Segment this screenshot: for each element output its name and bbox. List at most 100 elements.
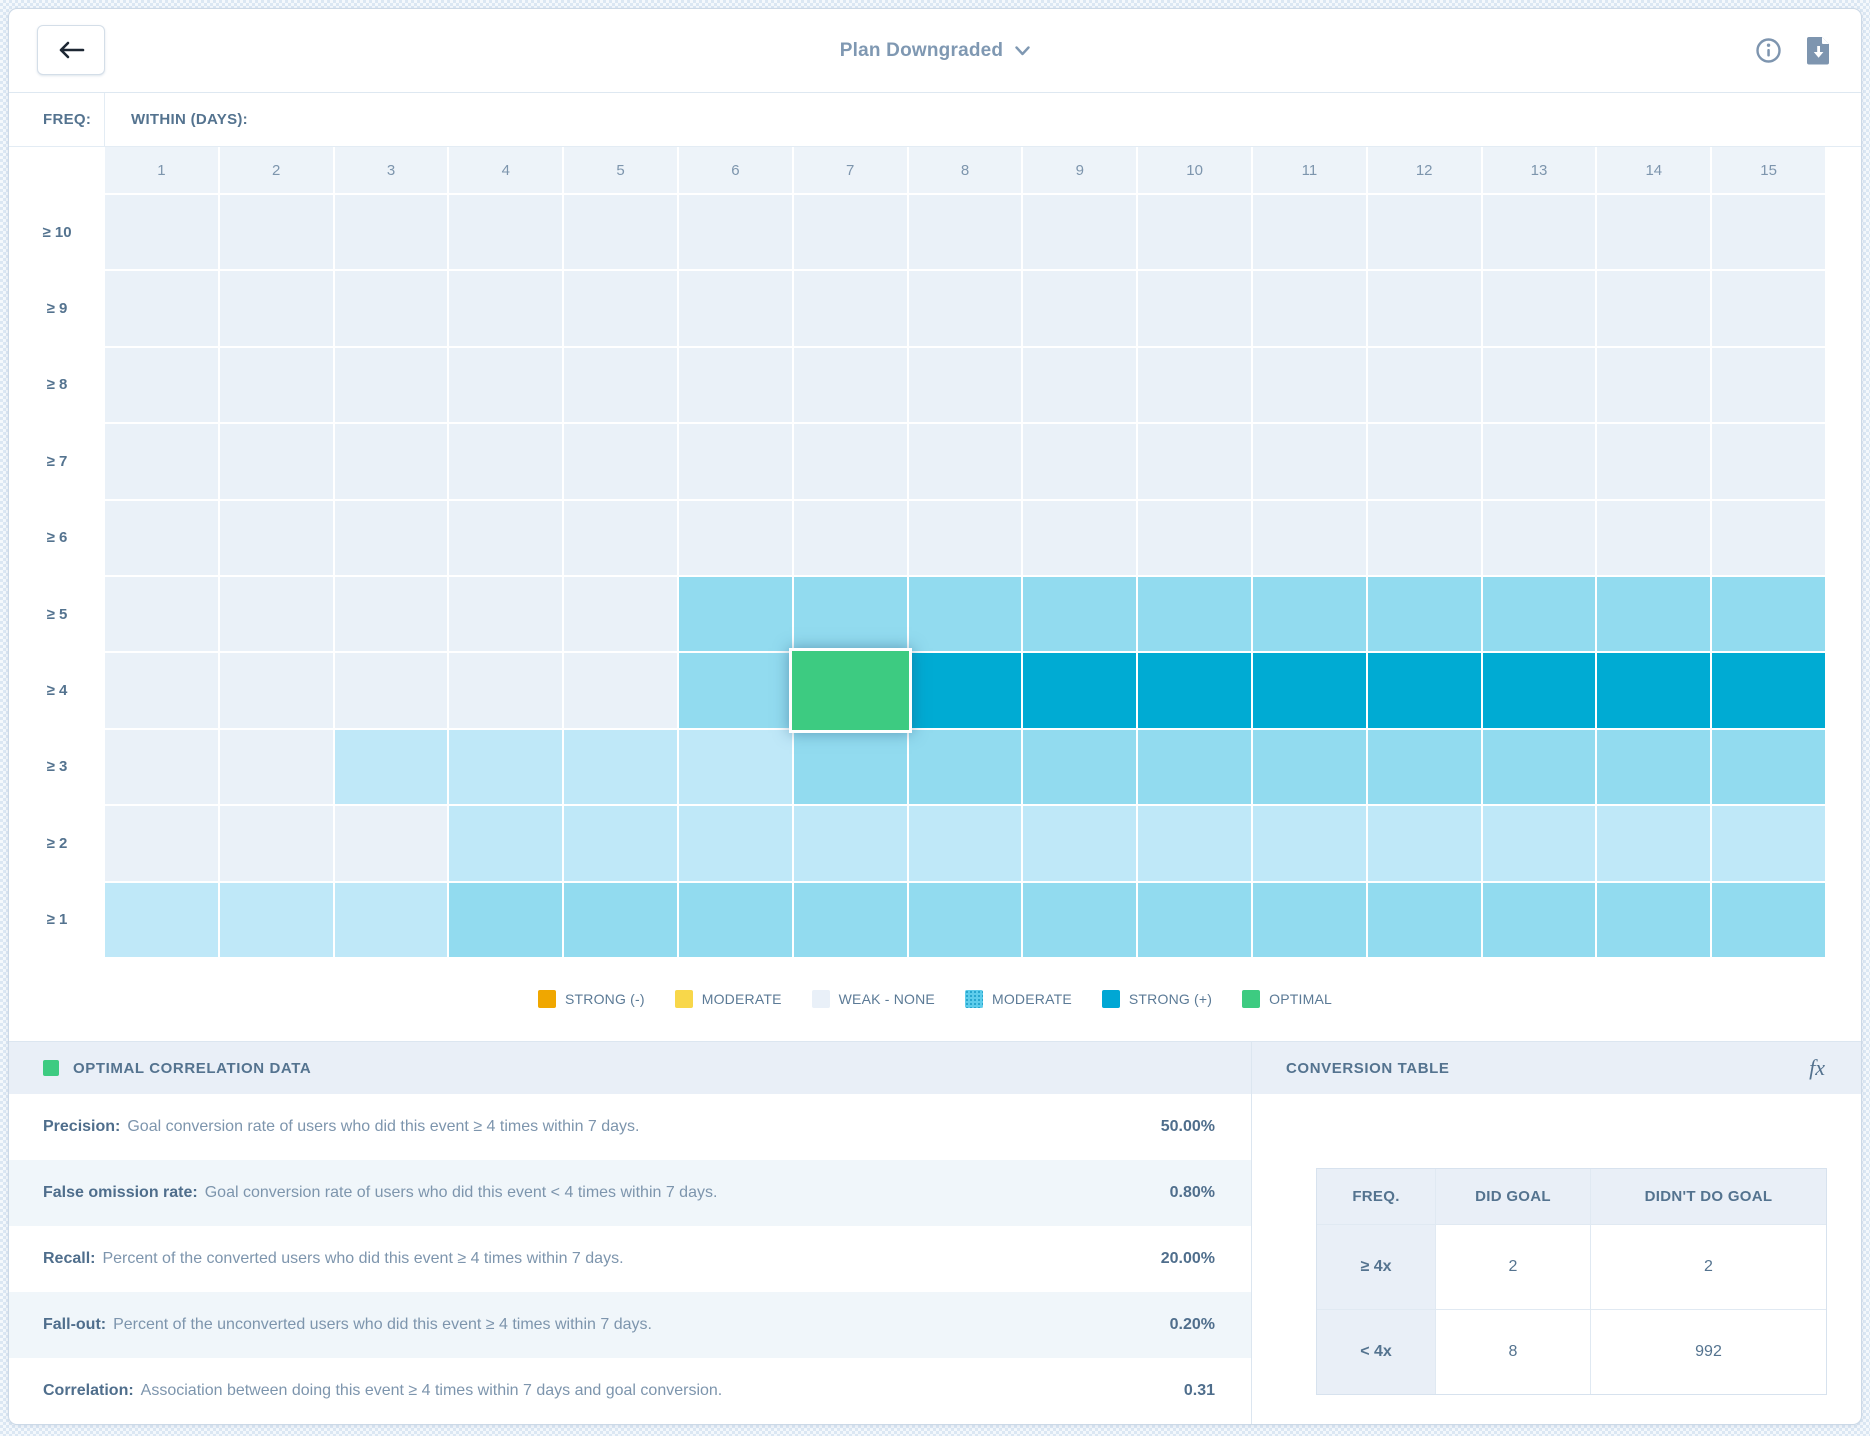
heatmap-cell-freq8-day1[interactable]: [105, 347, 218, 423]
heatmap-cell-freq1-day2[interactable]: [219, 882, 333, 957]
heatmap-cell-freq7-day10[interactable]: [1138, 424, 1251, 499]
heatmap-cell-freq1-day10[interactable]: [1138, 882, 1251, 957]
heatmap-cell-freq2-day7[interactable]: [793, 806, 907, 881]
heatmap-cell-freq5-day3[interactable]: [334, 577, 448, 652]
heatmap-cell-freq9-day10[interactable]: [1138, 271, 1251, 346]
heatmap-cell-freq7-day5[interactable]: [564, 424, 677, 499]
heatmap-cell-freq9-day6[interactable]: [679, 271, 792, 346]
heatmap-cell-freq6-day8[interactable]: [908, 500, 1022, 575]
heatmap-cell-freq5-day11[interactable]: [1253, 577, 1366, 652]
heatmap-cell-freq3-day10[interactable]: [1138, 729, 1251, 805]
heatmap-cell-freq9-day3[interactable]: [334, 271, 448, 346]
heatmap-cell-freq10-day6[interactable]: [679, 195, 792, 270]
heatmap-cell-freq10-day13[interactable]: [1482, 195, 1596, 270]
heatmap-cell-freq6-day9[interactable]: [1023, 500, 1137, 575]
heatmap-cell-freq4-day15[interactable]: [1712, 653, 1825, 728]
heatmap-cell-freq9-day5[interactable]: [564, 271, 677, 346]
heatmap-cell-freq6-day5[interactable]: [564, 500, 677, 575]
heatmap-cell-freq3-day8[interactable]: [908, 729, 1022, 805]
heatmap-cell-freq2-day1[interactable]: [105, 806, 218, 881]
heatmap-cell-freq10-day3[interactable]: [334, 195, 448, 270]
heatmap-cell-freq10-day7[interactable]: [793, 195, 907, 270]
heatmap-cell-freq2-day13[interactable]: [1482, 806, 1596, 881]
heatmap-cell-freq7-day7[interactable]: [793, 424, 907, 499]
heatmap-cell-freq10-day14[interactable]: [1597, 195, 1711, 270]
heatmap-cell-freq10-day12[interactable]: [1367, 195, 1481, 270]
heatmap-cell-freq2-day2[interactable]: [219, 806, 333, 881]
heatmap-cell-freq5-day14[interactable]: [1597, 577, 1711, 652]
heatmap-cell-freq7-day14[interactable]: [1597, 424, 1711, 499]
heatmap-cell-freq9-day9[interactable]: [1023, 271, 1137, 346]
heatmap-cell-freq9-day8[interactable]: [908, 271, 1022, 346]
heatmap-cell-freq10-day5[interactable]: [564, 195, 677, 270]
heatmap-cell-freq9-day12[interactable]: [1367, 271, 1481, 346]
heatmap-cell-freq7-day13[interactable]: [1482, 424, 1596, 499]
heatmap-cell-freq7-day3[interactable]: [334, 424, 448, 499]
heatmap-cell-freq3-day2[interactable]: [219, 729, 333, 805]
heatmap-cell-freq4-day4[interactable]: [449, 653, 563, 728]
heatmap-cell-freq7-day11[interactable]: [1253, 424, 1366, 499]
heatmap-cell-freq8-day5[interactable]: [564, 347, 677, 423]
heatmap-cell-freq10-day1[interactable]: [105, 195, 218, 270]
heatmap-cell-freq5-day7[interactable]: [793, 577, 907, 652]
heatmap-cell-freq10-day8[interactable]: [908, 195, 1022, 270]
heatmap-cell-freq8-day14[interactable]: [1597, 347, 1711, 423]
heatmap-cell-freq1-day3[interactable]: [334, 882, 448, 957]
heatmap-cell-freq4-day6[interactable]: [679, 653, 792, 728]
heatmap-cell-freq10-day9[interactable]: [1023, 195, 1137, 270]
heatmap-cell-freq4-day3[interactable]: [334, 653, 448, 728]
heatmap-cell-freq6-day11[interactable]: [1253, 500, 1366, 575]
heatmap-cell-freq4-day13[interactable]: [1482, 653, 1596, 728]
heatmap-cell-freq6-day13[interactable]: [1482, 500, 1596, 575]
heatmap-cell-freq1-day12[interactable]: [1367, 882, 1481, 957]
heatmap-cell-freq2-day8[interactable]: [908, 806, 1022, 881]
heatmap-cell-freq2-day6[interactable]: [679, 806, 792, 881]
heatmap-cell-freq4-day11[interactable]: [1253, 653, 1366, 728]
heatmap-cell-freq8-day6[interactable]: [679, 347, 792, 423]
heatmap-cell-freq2-day15[interactable]: [1712, 806, 1825, 881]
heatmap-cell-freq1-day7[interactable]: [793, 882, 907, 957]
heatmap-cell-freq3-day3[interactable]: [334, 729, 448, 805]
heatmap-cell-freq4-day9[interactable]: [1023, 653, 1137, 728]
heatmap-cell-freq6-day2[interactable]: [219, 500, 333, 575]
heatmap-cell-freq5-day15[interactable]: [1712, 577, 1825, 652]
heatmap-cell-freq1-day9[interactable]: [1023, 882, 1137, 957]
heatmap-cell-freq5-day13[interactable]: [1482, 577, 1596, 652]
heatmap-cell-freq2-day11[interactable]: [1253, 806, 1366, 881]
heatmap-cell-freq3-day11[interactable]: [1253, 729, 1366, 805]
heatmap-cell-freq5-day4[interactable]: [449, 577, 563, 652]
heatmap-cell-freq5-day8[interactable]: [908, 577, 1022, 652]
event-title-dropdown[interactable]: Plan Downgraded: [9, 9, 1861, 92]
heatmap-cell-freq10-day4[interactable]: [449, 195, 563, 270]
heatmap-cell-freq6-day14[interactable]: [1597, 500, 1711, 575]
heatmap-cell-freq4-day8[interactable]: [908, 653, 1022, 728]
heatmap-cell-freq6-day7[interactable]: [793, 500, 907, 575]
heatmap-cell-freq3-day1[interactable]: [105, 729, 218, 805]
heatmap-cell-freq6-day4[interactable]: [449, 500, 563, 575]
heatmap-cell-freq10-day10[interactable]: [1138, 195, 1251, 270]
heatmap-cell-freq9-day15[interactable]: [1712, 271, 1825, 346]
heatmap-cell-freq2-day12[interactable]: [1367, 806, 1481, 881]
heatmap-cell-freq7-day8[interactable]: [908, 424, 1022, 499]
heatmap-cell-freq4-day5[interactable]: [564, 653, 677, 728]
heatmap-cell-freq10-day2[interactable]: [219, 195, 333, 270]
heatmap-cell-freq8-day3[interactable]: [334, 347, 448, 423]
heatmap-cell-freq5-day10[interactable]: [1138, 577, 1251, 652]
heatmap-cell-freq7-day2[interactable]: [219, 424, 333, 499]
heatmap-cell-freq2-day3[interactable]: [334, 806, 448, 881]
heatmap-cell-freq8-day12[interactable]: [1367, 347, 1481, 423]
heatmap-cell-freq9-day14[interactable]: [1597, 271, 1711, 346]
heatmap-cell-freq8-day13[interactable]: [1482, 347, 1596, 423]
heatmap-cell-freq9-day7[interactable]: [793, 271, 907, 346]
heatmap-cell-freq4-day12[interactable]: [1367, 653, 1481, 728]
heatmap-cell-freq5-day5[interactable]: [564, 577, 677, 652]
heatmap-cell-freq2-day10[interactable]: [1138, 806, 1251, 881]
heatmap-cell-freq3-day6[interactable]: [679, 729, 792, 805]
heatmap-cell-freq1-day4[interactable]: [449, 882, 563, 957]
heatmap-cell-freq4-day1[interactable]: [105, 653, 218, 728]
download-icon[interactable]: [1806, 36, 1831, 65]
heatmap-cell-freq9-day2[interactable]: [219, 271, 333, 346]
heatmap-cell-freq5-day1[interactable]: [105, 577, 218, 652]
heatmap-cell-freq2-day4[interactable]: [449, 806, 563, 881]
heatmap-cell-freq10-day11[interactable]: [1253, 195, 1366, 270]
